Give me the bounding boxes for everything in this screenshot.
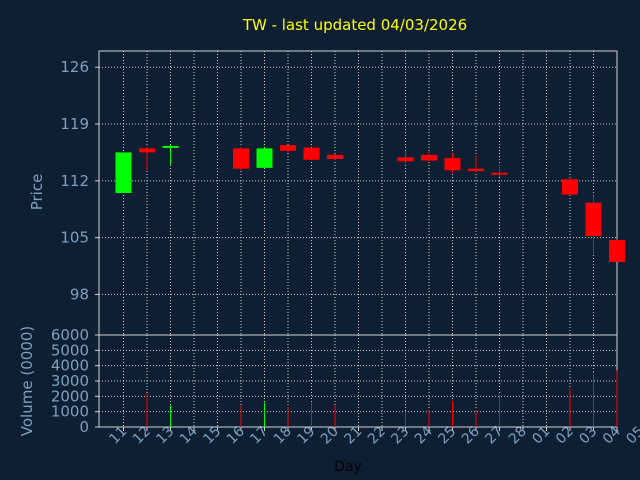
volume-tick-label: 1000 (51, 403, 89, 421)
volume-axis-label: Volume (0000) (18, 326, 36, 436)
candle-body (421, 154, 437, 161)
candle-body (280, 145, 296, 151)
candle-body (303, 147, 320, 160)
volume-tick-label: 5000 (51, 341, 89, 359)
volume-tick-label: 3000 (51, 372, 89, 390)
candle-body (397, 157, 414, 162)
price-tick-label: 112 (60, 172, 89, 190)
chart-title: TW - last updated 04/03/2026 (242, 16, 467, 34)
candle-body (491, 172, 508, 175)
price-axis-label: Price (28, 174, 46, 211)
volume-tick-label: 2000 (51, 387, 89, 405)
candle-body (562, 179, 578, 195)
price-tick-label: 126 (60, 58, 89, 76)
price-tick-label: 105 (60, 229, 89, 247)
volume-tick-label: 0 (79, 418, 89, 436)
x-axis-label: Day (334, 459, 362, 475)
candle-body (468, 168, 484, 172)
price-tick-label: 119 (60, 115, 89, 133)
candle-body (233, 148, 249, 169)
volume-tick-label: 4000 (51, 357, 89, 375)
price-panel: 98 105 112 119 126 (60, 50, 625, 336)
volume-tick-label: 6000 (51, 326, 89, 344)
candle-body (115, 152, 132, 193)
x-tick-label: 05 (623, 424, 640, 448)
candle-body (609, 240, 625, 262)
candle-body (256, 148, 273, 168)
candle-body (585, 202, 602, 237)
candle-body (444, 158, 461, 171)
candle-body (139, 148, 155, 153)
candle-body (327, 154, 343, 159)
candle-body (162, 145, 179, 148)
price-tick-label: 98 (70, 285, 89, 303)
